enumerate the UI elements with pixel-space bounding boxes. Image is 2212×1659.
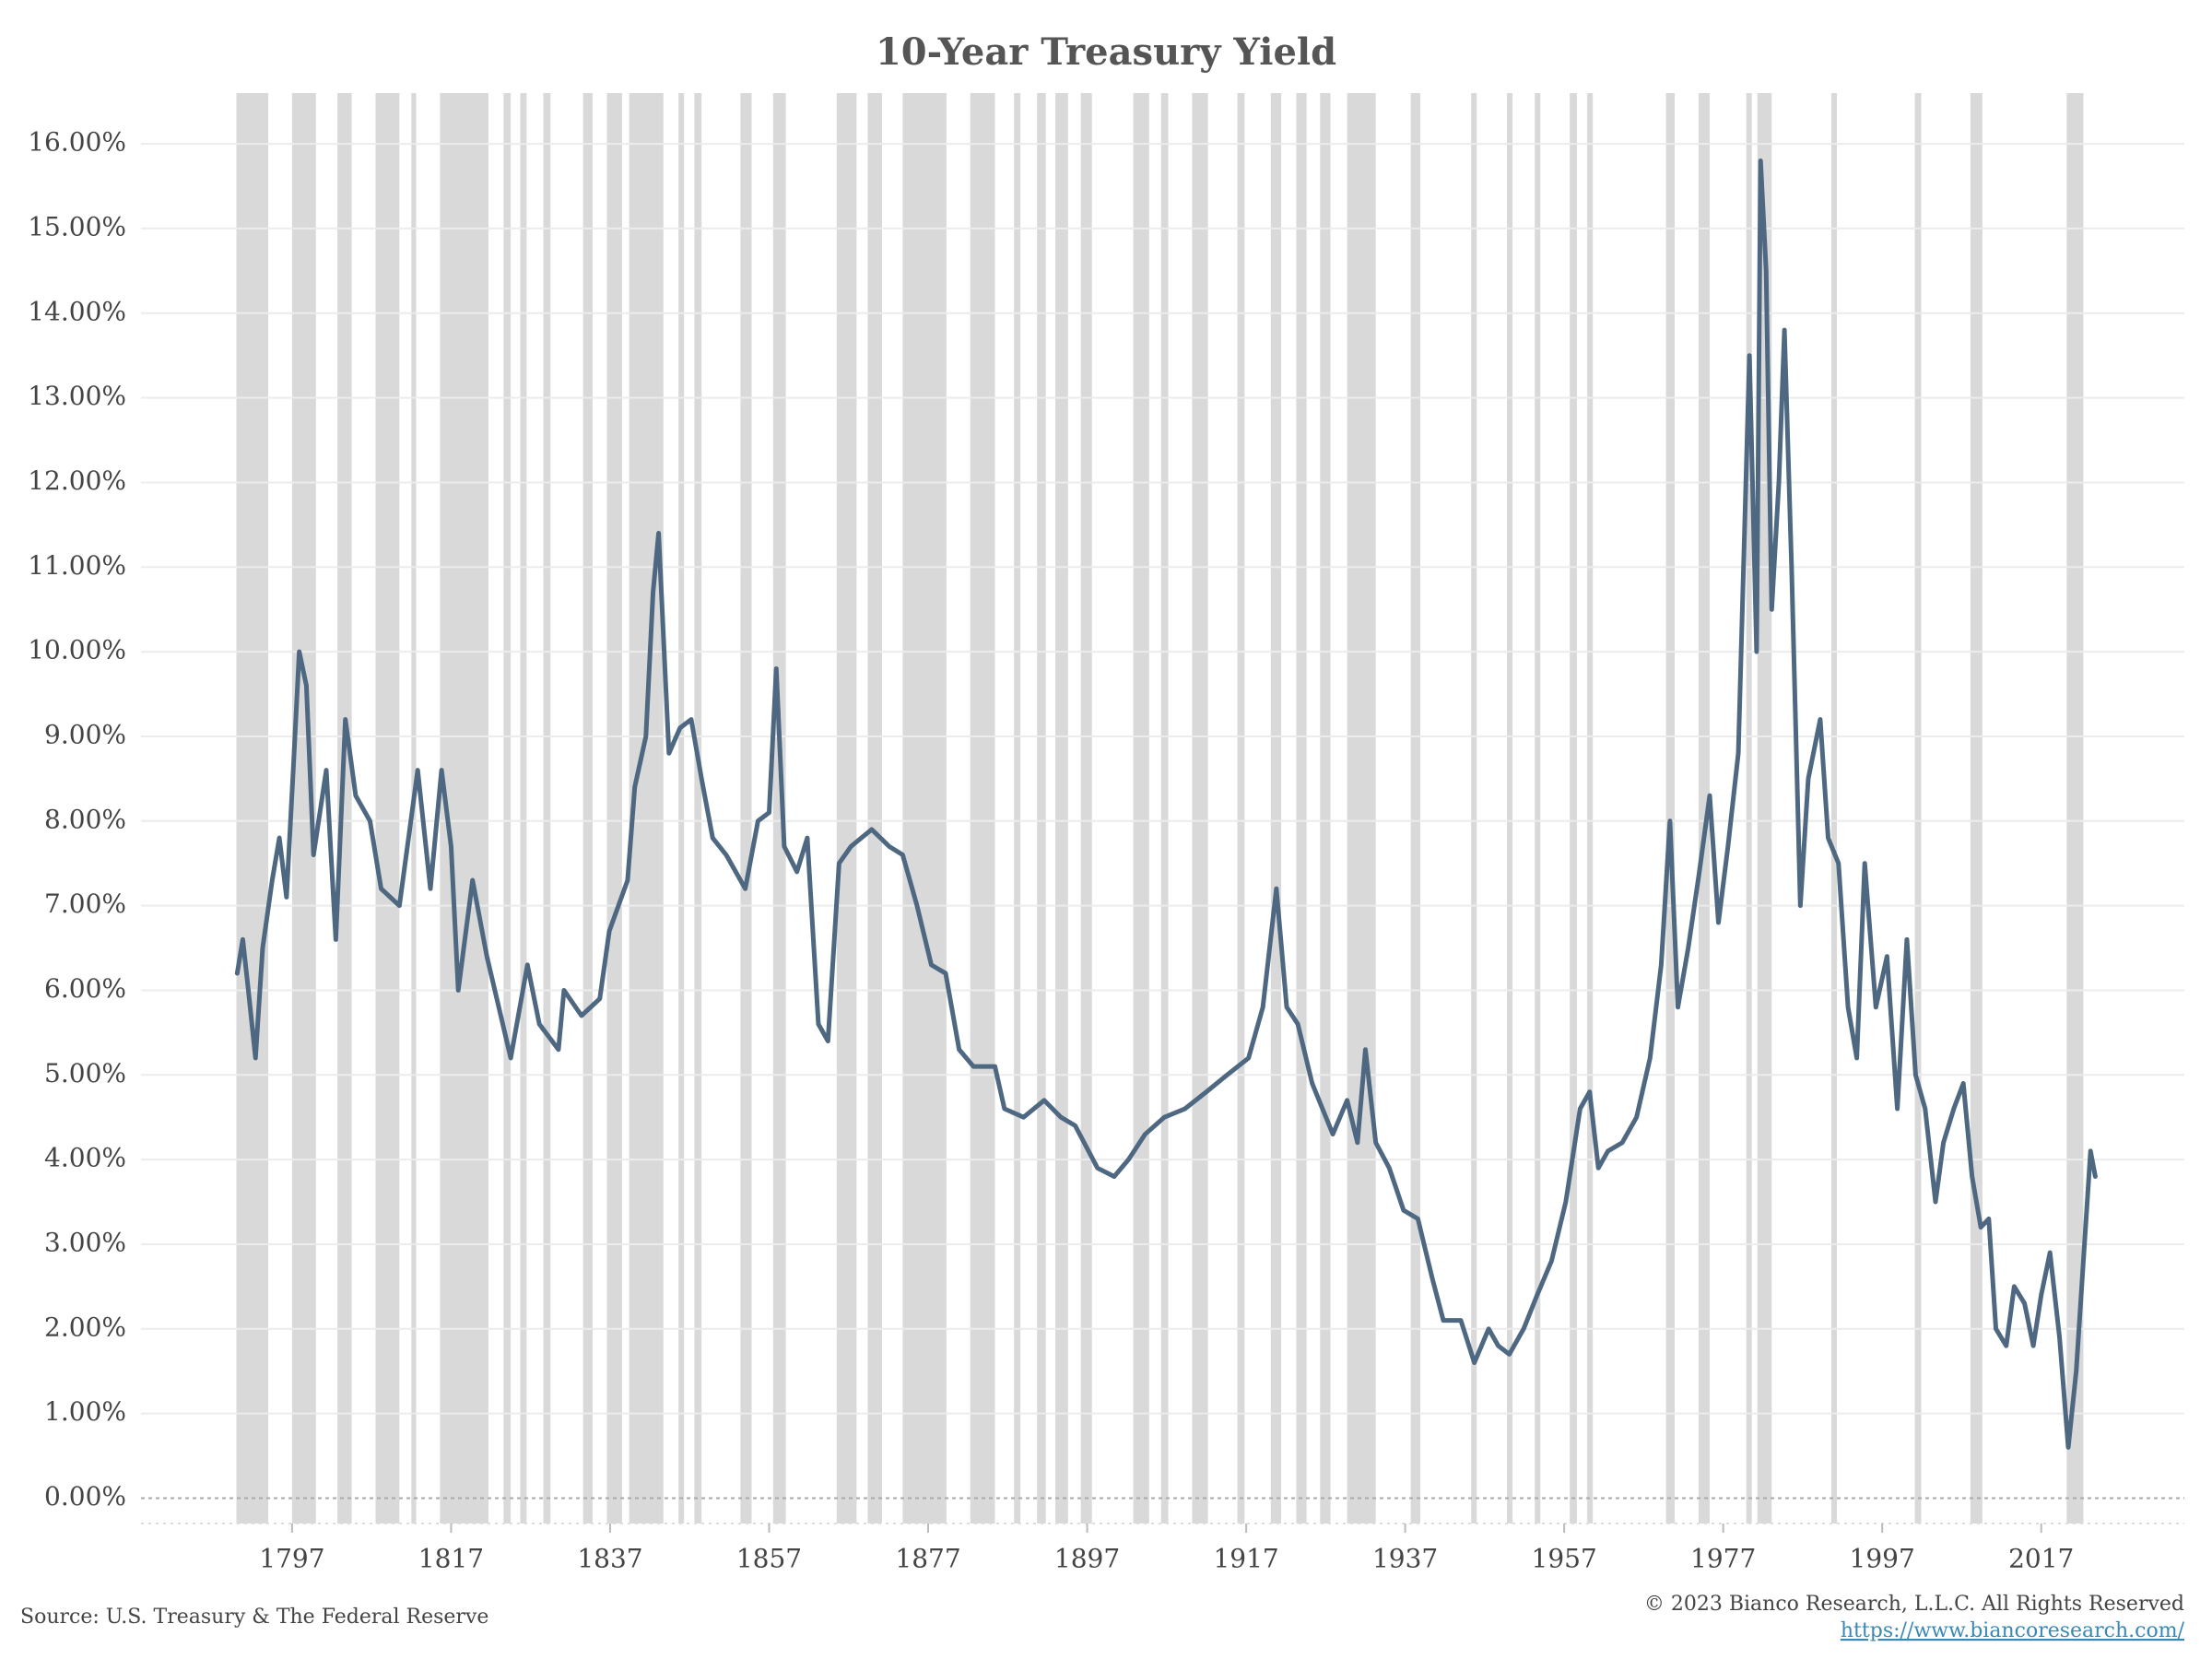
y-tick-label: 14.00%	[28, 296, 126, 326]
y-tick-label: 9.00%	[44, 719, 126, 749]
recession-band	[1471, 93, 1477, 1524]
y-tick-label: 5.00%	[44, 1058, 126, 1088]
recession-band	[1587, 93, 1594, 1524]
x-tick-label: 1997	[1850, 1544, 1915, 1574]
y-tick-label: 4.00%	[44, 1143, 126, 1173]
x-tick-label: 1797	[259, 1544, 324, 1574]
y-tick-label: 15.00%	[28, 211, 126, 241]
recession-band	[1296, 93, 1307, 1524]
x-tick-label: 1817	[418, 1544, 484, 1574]
y-tick-label: 7.00%	[44, 888, 126, 919]
recession-band	[1133, 93, 1149, 1524]
recession-band	[772, 93, 786, 1524]
recession-band	[836, 93, 857, 1524]
y-tick-label: 10.00%	[28, 635, 126, 665]
recession-band	[678, 93, 685, 1524]
grid-layer	[141, 143, 2184, 1533]
x-tick-label: 2017	[2008, 1544, 2074, 1574]
recession-band	[1507, 93, 1513, 1524]
recession-band	[1746, 93, 1752, 1524]
recession-band	[606, 93, 622, 1524]
recession-band	[1570, 93, 1577, 1524]
recession-band	[1270, 93, 1282, 1524]
recession-band	[740, 93, 752, 1524]
line-layer	[234, 158, 2098, 1450]
recession-band	[337, 93, 352, 1524]
yield-line	[234, 158, 2098, 1450]
recession-band	[1080, 93, 1092, 1524]
x-tick-label: 1837	[577, 1544, 642, 1574]
recession-band	[1347, 93, 1376, 1524]
x-tick-label: 1897	[1054, 1544, 1120, 1574]
chart-title: 10-Year Treasury Yield	[876, 30, 1336, 74]
copyright-note: © 2023 Bianco Research, L.L.C. All Right…	[1644, 1593, 2184, 1616]
x-tick-label: 1957	[1532, 1544, 1597, 1574]
recession-band	[520, 93, 527, 1524]
recession-band	[1037, 93, 1046, 1524]
x-tick-label: 1857	[736, 1544, 802, 1574]
x-tick-label: 1877	[895, 1544, 960, 1574]
recession-band	[902, 93, 947, 1524]
y-tick-label: 8.00%	[44, 804, 126, 834]
recession-band	[1698, 93, 1711, 1524]
recession-band	[2066, 93, 2084, 1524]
y-tick-label: 6.00%	[44, 973, 126, 1004]
recession-band	[1970, 93, 1983, 1524]
recession-band	[1014, 93, 1021, 1524]
recession-band	[543, 93, 551, 1524]
recession-band	[1055, 93, 1068, 1524]
recession-band	[970, 93, 995, 1524]
y-tick-label: 0.00%	[44, 1481, 126, 1512]
recession-band	[236, 93, 269, 1524]
recession-band	[1410, 93, 1420, 1524]
y-tick-label: 11.00%	[28, 550, 126, 581]
website-link[interactable]: https://www.biancoresearch.com/	[1841, 1619, 2185, 1642]
recession-band	[375, 93, 400, 1524]
y-tick-label: 12.00%	[28, 465, 126, 496]
recession-band	[1830, 93, 1838, 1524]
recession-band	[1665, 93, 1676, 1524]
x-tick-label: 1917	[1213, 1544, 1278, 1574]
y-tick-label: 13.00%	[28, 381, 126, 411]
y-tick-label: 2.00%	[44, 1312, 126, 1342]
recession-band	[694, 93, 702, 1524]
recession-band	[1320, 93, 1331, 1524]
recession-band	[503, 93, 512, 1524]
y-tick-label: 1.00%	[44, 1396, 126, 1427]
x-tick-label: 1937	[1372, 1544, 1438, 1574]
y-tick-label: 16.00%	[28, 127, 126, 158]
x-tick-label: 1977	[1690, 1544, 1756, 1574]
recession-band	[867, 93, 882, 1524]
recession-band	[1237, 93, 1245, 1524]
recession-band	[1192, 93, 1208, 1524]
source-note: Source: U.S. Treasury & The Federal Rese…	[20, 1606, 488, 1629]
recession-band	[1914, 93, 1922, 1524]
recession-band	[582, 93, 593, 1524]
y-tick-label: 3.00%	[44, 1227, 126, 1257]
recession-band	[1535, 93, 1541, 1524]
recession-band	[1160, 93, 1169, 1524]
label-layer: 0.00% 1.00% 2.00% 3.00% 4.00% 5.00% 6.00% 7.00%…	[28, 127, 2074, 1574]
